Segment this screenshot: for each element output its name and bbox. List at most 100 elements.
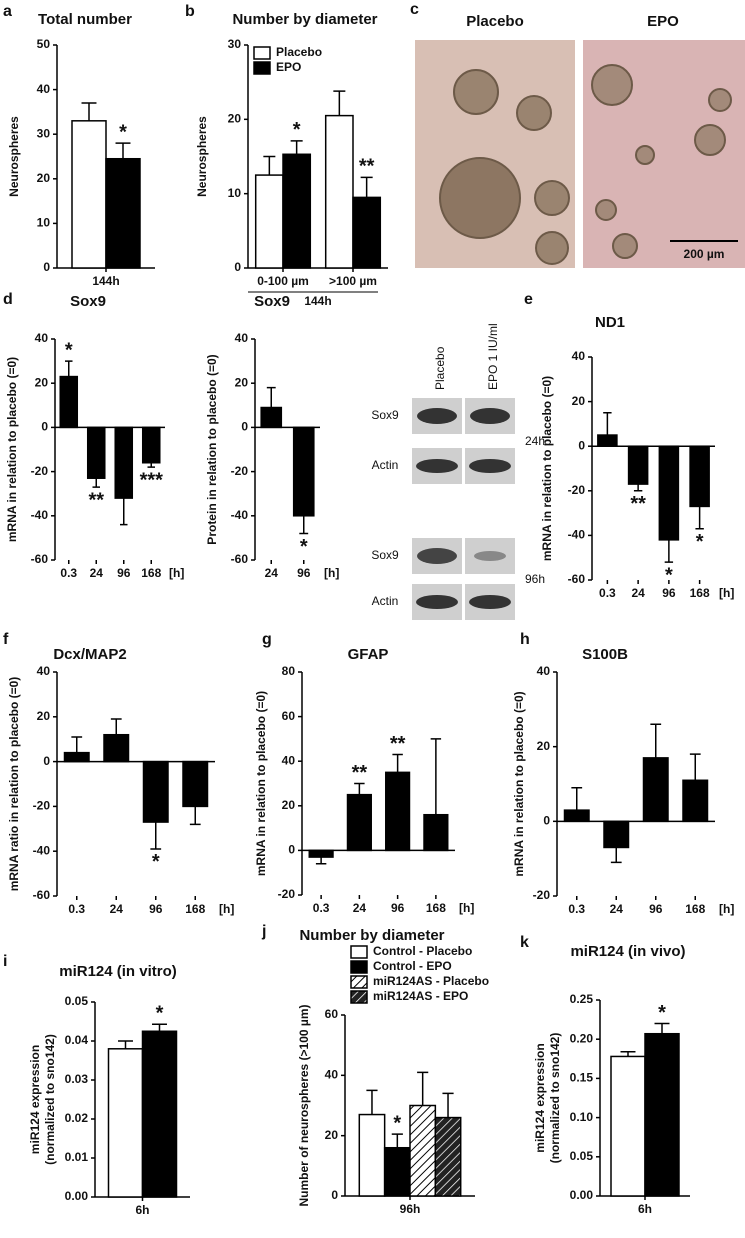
- bar: [182, 760, 209, 808]
- bar: [409, 1104, 437, 1197]
- legend-label: miR124AS - EPO: [373, 989, 468, 1003]
- panel-letter: h: [520, 631, 530, 648]
- y-tick-label: 0.05: [570, 1149, 594, 1163]
- blot-row: Sox9: [371, 548, 399, 562]
- y-tick-label: -40: [33, 843, 51, 857]
- error-bar: [417, 1071, 429, 1106]
- chart: g GFAP mRNA in relation to placebo (=0) -20…: [254, 631, 474, 915]
- blot-row: Sox9: [371, 408, 399, 422]
- bar: [71, 120, 107, 269]
- neurosphere: [612, 233, 638, 259]
- chart-title: Sox9: [254, 293, 290, 310]
- error-bar: [392, 753, 403, 773]
- bar: [141, 1030, 178, 1198]
- significance-mark: *: [65, 339, 73, 361]
- y-tick-label: 0: [288, 843, 295, 857]
- bar: [597, 434, 618, 447]
- neurosphere: [591, 64, 633, 106]
- significance-mark: **: [352, 762, 368, 784]
- bar: [324, 114, 354, 269]
- y-tick-label: 20: [35, 375, 49, 389]
- y-tick-label: -40: [568, 528, 586, 542]
- bar: [644, 1032, 680, 1197]
- x-tick-label: 168: [426, 901, 446, 915]
- error-bar: [92, 478, 101, 488]
- y-axis-label: mRNA in relation to placebo (=0): [540, 376, 554, 561]
- band: [469, 595, 511, 609]
- error-bar: [64, 360, 73, 377]
- significance-mark: *: [152, 851, 160, 873]
- bar: [107, 1048, 144, 1198]
- bar: [282, 153, 312, 269]
- y-tick-label: 20: [235, 375, 249, 389]
- chart: Sox9 Protein in relation to placebo (=0)-…: [205, 293, 339, 580]
- y-tick-label: 40: [537, 664, 551, 678]
- chart-title: Number by diameter: [232, 11, 377, 28]
- y-tick-label: 20: [37, 171, 51, 185]
- x-tick-label: 24: [353, 901, 367, 915]
- y-tick-label: 0.03: [65, 1072, 89, 1086]
- error-bar: [81, 102, 97, 121]
- error-bar: [299, 515, 309, 535]
- legend-label: miR124AS - Placebo: [373, 974, 489, 988]
- y-tick-label: 20: [228, 112, 242, 126]
- band: [416, 459, 458, 473]
- panel-letter: f: [3, 631, 9, 648]
- significance-mark: **: [359, 156, 375, 178]
- band: [474, 551, 506, 561]
- legend-swatch: [253, 46, 271, 60]
- chart: a Total number Neurospheres 0 10 20 30 40 50 144h…: [3, 3, 155, 288]
- bar: [563, 809, 590, 823]
- y-axis-label: Neurospheres: [7, 116, 21, 197]
- significance-mark: **: [630, 493, 646, 515]
- y-tick-label: -20: [278, 887, 296, 901]
- chart: f Dcx/MAP2 mRNA ratio in relation to place…: [3, 631, 234, 916]
- x-tick-label: >100 µm: [329, 274, 377, 288]
- y-tick-label: 0.20: [570, 1031, 594, 1045]
- error-bar: [150, 822, 162, 850]
- x-tick-label: 24: [610, 902, 624, 916]
- significance-mark: **: [88, 489, 104, 511]
- chart: i miR124 (in vitro) miR124 expression (norm…: [3, 953, 190, 1217]
- x-tick-label: 24: [631, 586, 645, 600]
- y-tick-label: 40: [35, 331, 49, 345]
- chart-title: GFAP: [348, 646, 389, 663]
- x-unit: [h]: [324, 566, 339, 580]
- y-tick-label: 20: [537, 739, 551, 753]
- error-bar: [152, 1023, 167, 1032]
- photo-label: Placebo: [466, 13, 524, 30]
- bar: [254, 174, 284, 269]
- bar: [308, 849, 334, 858]
- bar: [352, 196, 382, 269]
- y-tick-label: 20: [282, 798, 296, 812]
- chart-title: miR124 (in vitro): [59, 963, 177, 980]
- x-tick-label: 0.3: [313, 901, 330, 915]
- x-tick-label: 96: [662, 586, 676, 600]
- y-tick-label: -60: [31, 552, 49, 566]
- x-tick-label: 24: [90, 566, 104, 580]
- error-bar: [360, 176, 373, 198]
- neurosphere: [635, 145, 655, 165]
- panel-letter: j: [261, 923, 266, 940]
- significance-mark: *: [696, 531, 704, 553]
- neurosphere: [439, 157, 521, 239]
- bar: [260, 406, 283, 429]
- y-tick-label: 0: [43, 260, 50, 274]
- neurosphere: [516, 95, 552, 131]
- x-unit: [h]: [219, 902, 234, 916]
- y-axis-label: (normalized to sno142): [43, 1034, 57, 1165]
- y-tick-label: 20: [325, 1128, 339, 1142]
- y-tick-label: 40: [37, 664, 51, 678]
- y-axis-label: mRNA ratio in relation to placebo (=0): [7, 677, 21, 892]
- photo-panel: c Placebo EPO 200 µm: [410, 1, 745, 268]
- significance-mark: ***: [140, 469, 164, 491]
- y-tick-label: -20: [568, 483, 586, 497]
- legend-swatch: [350, 945, 368, 959]
- chart-title: Number by diameter: [299, 927, 444, 944]
- legend-label: Control - EPO: [373, 959, 452, 973]
- panel-letter: i: [3, 953, 7, 970]
- x-unit: [h]: [169, 566, 184, 580]
- legend-swatch: [350, 975, 368, 989]
- error-bar: [650, 723, 662, 758]
- error-bar: [266, 386, 276, 408]
